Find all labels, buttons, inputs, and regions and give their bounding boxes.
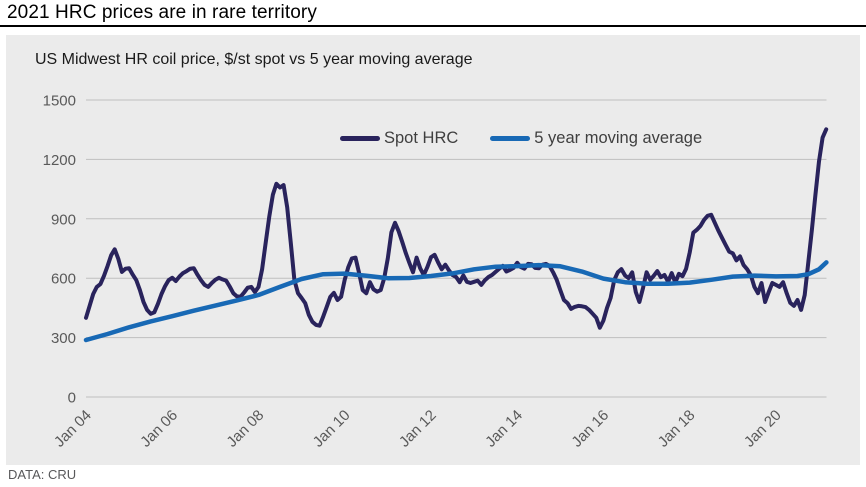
x-tick-label: Jan 06 xyxy=(137,407,181,451)
x-tick-label: Jan 12 xyxy=(396,407,440,451)
y-tick-label: 1200 xyxy=(43,152,76,169)
x-tick-label: Jan 20 xyxy=(741,407,785,451)
x-tick-label: Jan 08 xyxy=(223,407,267,451)
spot-hrc-line xyxy=(84,127,829,330)
legend-item-spot-hrc: Spot HRC xyxy=(340,128,458,148)
y-tick-label: 0 xyxy=(68,390,76,407)
x-tick-label: Jan 04 xyxy=(51,407,95,451)
chart-panel: 0 300 600 900 1200 1500 Jan 04 Jan 06 Jan 08 Jan … xyxy=(6,35,860,465)
y-axis-labels: 0 300 600 900 1200 1500 xyxy=(43,93,76,407)
moving-average-line-swatch xyxy=(490,135,531,141)
x-axis-labels: Jan 04 Jan 06 Jan 08 Jan 10 Jan 12 Jan 14 Jan … xyxy=(51,407,785,451)
x-tick-label: Jan 10 xyxy=(310,407,354,451)
x-tick-label: Jan 14 xyxy=(482,407,526,451)
y-tick-label: 300 xyxy=(51,330,76,347)
y-tick-label: 900 xyxy=(51,211,76,228)
moving-average-line xyxy=(83,260,829,343)
page-title: 2021 HRC prices are in rare territory xyxy=(7,2,317,23)
x-tick-label: Jan 18 xyxy=(655,407,699,451)
legend-label-moving-average: 5 year moving average xyxy=(534,129,703,147)
title-divider xyxy=(0,25,866,27)
legend-label-spot-hrc: Spot HRC xyxy=(384,129,459,147)
y-tick-label: 1500 xyxy=(43,93,76,110)
chart-subtitle: US Midwest HR coil price, $/st spot vs 5… xyxy=(35,51,473,68)
data-source-note: DATA: CRU xyxy=(8,467,77,482)
chart-legend: Spot HRC 5 year moving average xyxy=(340,128,702,148)
legend-item-moving-average: 5 year moving average xyxy=(490,128,702,148)
spot-hrc-line-swatch xyxy=(340,135,380,141)
y-tick-label: 600 xyxy=(51,271,76,288)
x-tick-label: Jan 16 xyxy=(568,407,612,451)
